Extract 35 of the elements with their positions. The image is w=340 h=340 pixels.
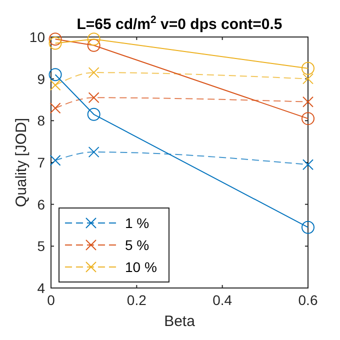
point	[48, 36, 62, 50]
x-tick-label: 0.6	[298, 292, 318, 308]
point	[50, 80, 61, 91]
point	[48, 68, 62, 82]
point	[302, 112, 314, 126]
y-tick-label: 8	[37, 112, 46, 129]
chart-title: L=65 cd/m$^{2}$ v=0 dps cont=0.5	[76, 14, 282, 33]
y-tick-label: 6	[37, 196, 46, 212]
y-tick-label: 9	[37, 70, 46, 87]
point	[302, 159, 314, 170]
point	[302, 96, 314, 108]
y-axis-title: Quality [JOD]	[13, 118, 30, 208]
point	[88, 92, 100, 104]
x-axis-title: Beta	[164, 313, 196, 330]
point	[302, 62, 314, 75]
point	[87, 108, 100, 121]
point	[48, 32, 62, 46]
x-tick-label: 0.4	[212, 292, 232, 308]
point	[302, 220, 314, 234]
legend-label: 1 %	[125, 215, 150, 231]
point	[88, 67, 100, 78]
point	[302, 73, 314, 84]
y-tick-label: 5	[37, 238, 46, 254]
y-tick-label: 4	[37, 280, 46, 296]
point	[87, 32, 100, 46]
legend-label: 10 %	[125, 259, 157, 275]
point	[87, 38, 100, 52]
point	[50, 102, 61, 114]
x-tick-label: 0.2	[126, 292, 147, 308]
legend-label: 5 %	[125, 237, 150, 253]
x-tick-label: 0	[47, 292, 56, 308]
point	[88, 146, 100, 158]
y-tick-label: 10	[29, 29, 46, 45]
point	[50, 154, 61, 166]
y-tick-label: 7	[37, 154, 46, 170]
